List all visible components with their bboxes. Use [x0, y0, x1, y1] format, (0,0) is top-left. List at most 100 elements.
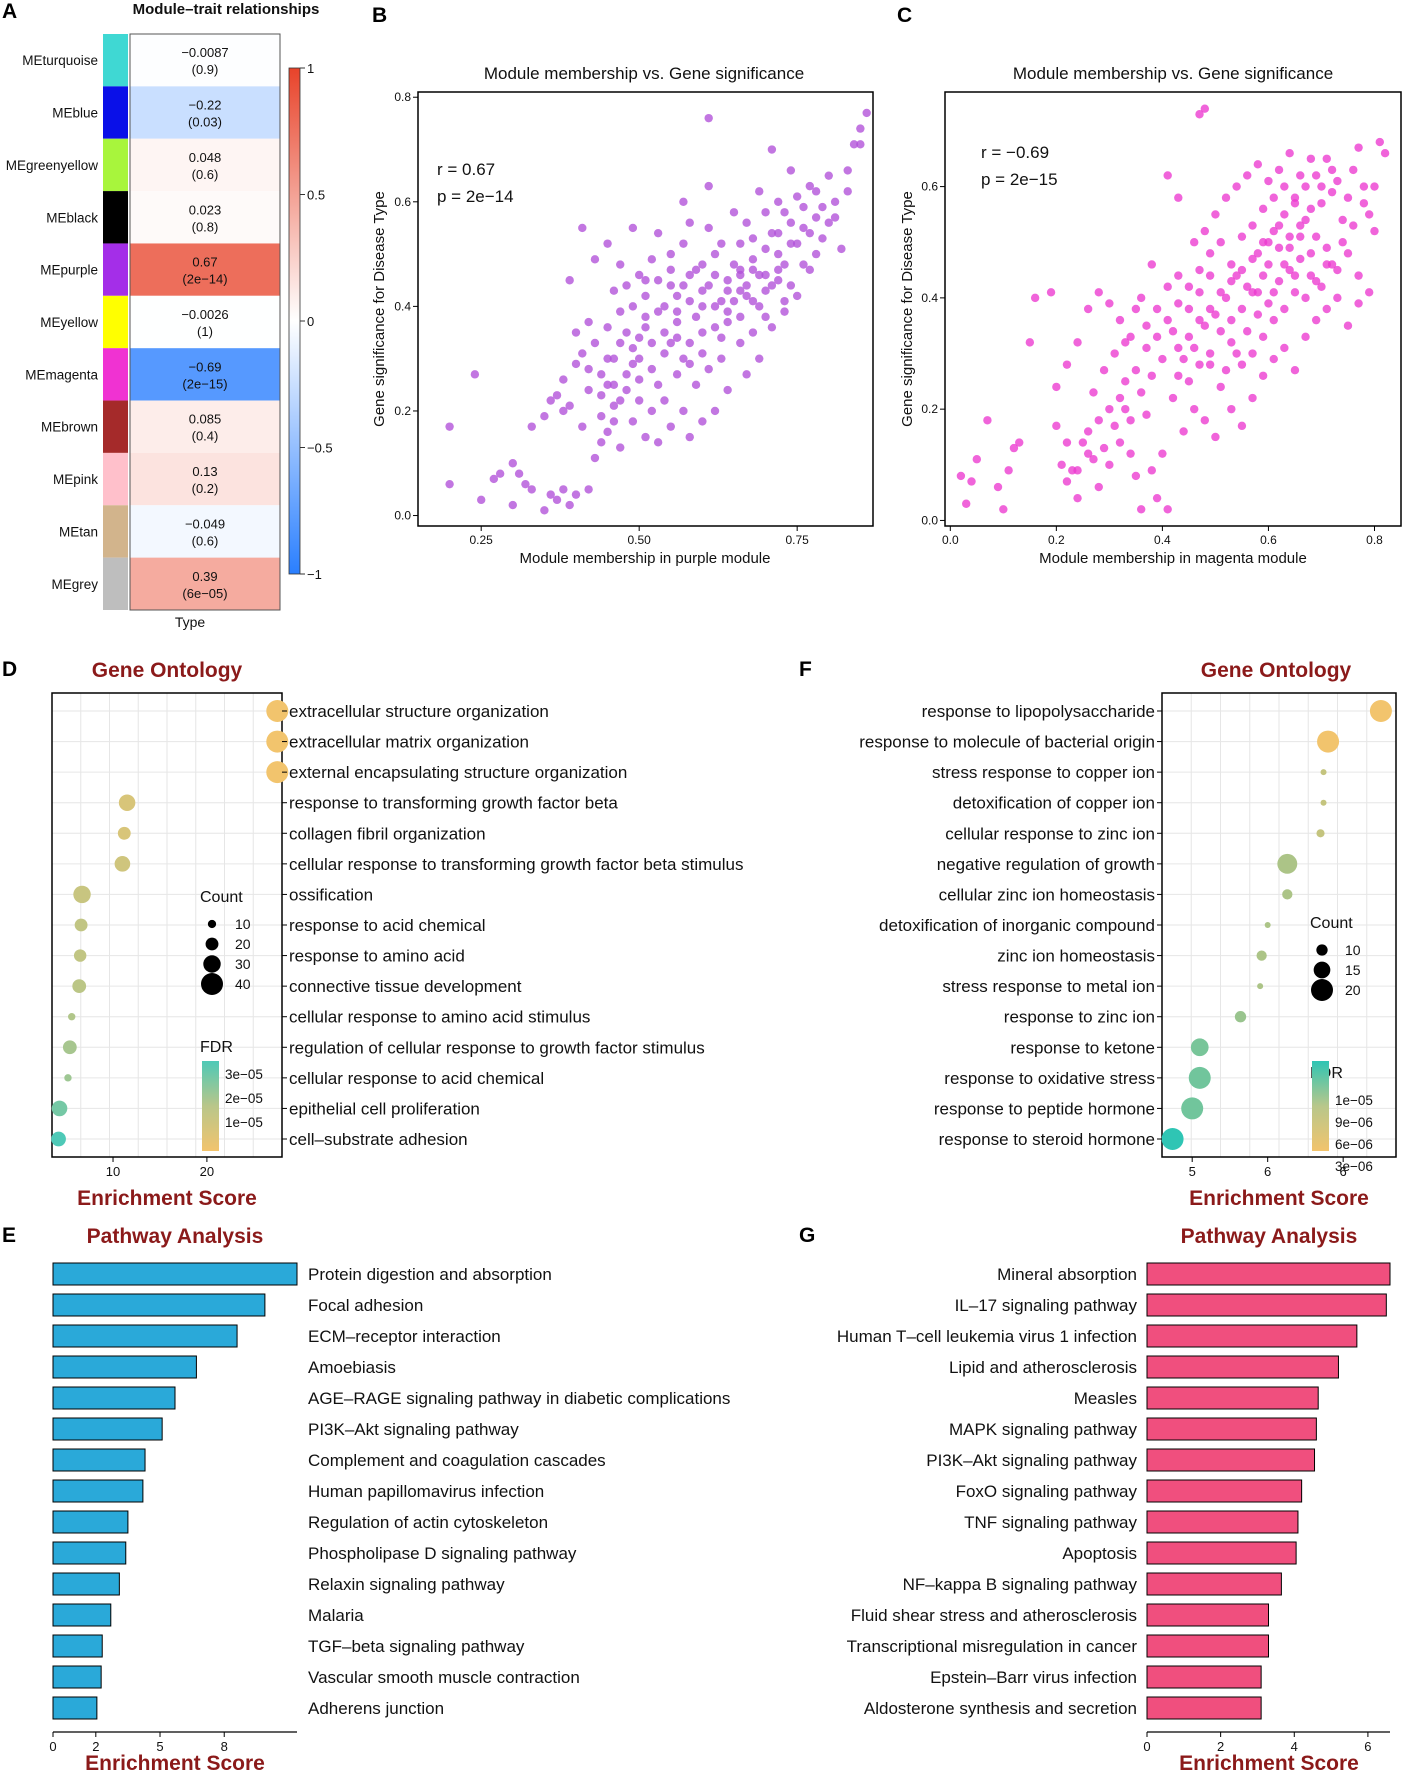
module-color-swatch: [103, 557, 128, 610]
x-tick-label: 0.4: [1154, 533, 1171, 547]
pathway-bar: [1146, 1696, 1262, 1720]
scatter-point: [704, 113, 713, 123]
scatter-point: [1089, 388, 1098, 397]
module-label: MEyellow: [40, 315, 98, 330]
scatter-point: [1174, 193, 1183, 202]
count-legend-label: 40: [235, 976, 251, 992]
scatter-point: [843, 187, 852, 196]
pathway-label: Transcriptional misregulation in cancer: [847, 1637, 1138, 1656]
y-tick-label: 0.0: [394, 509, 411, 523]
scatter-point: [956, 471, 966, 481]
scatter-point: [1174, 343, 1183, 353]
heatmap-cell: [130, 452, 280, 506]
x-tick-label: 10: [106, 1164, 120, 1179]
scatter-point: [685, 270, 694, 280]
scatter-point: [704, 181, 713, 191]
scatter-point: [1248, 288, 1257, 297]
scatter-point: [1274, 221, 1284, 230]
pathway-label: Protein digestion and absorption: [308, 1265, 552, 1284]
module-label: MEbrown: [41, 420, 98, 435]
fdr-legend-label: 1e−05: [225, 1115, 263, 1130]
heatmap-r-value: −0.0026: [181, 307, 228, 322]
scatter-point: [578, 422, 587, 431]
scatter-point: [1232, 182, 1241, 191]
scatter-point: [603, 354, 612, 363]
scatter-point: [565, 276, 574, 285]
heatmap-cell: [130, 348, 280, 401]
x-tick-label: 6: [1364, 1739, 1371, 1754]
scatter-point: [1290, 199, 1300, 208]
scatter-point: [641, 312, 650, 322]
scatter-b-title: Module membership vs. Gene significance: [484, 64, 804, 83]
count-legend-label: 20: [1345, 982, 1361, 998]
count-legend-title: Count: [200, 889, 243, 906]
scatter-point: [755, 354, 764, 363]
scatter-b-frame: [417, 91, 874, 527]
scatter-point: [634, 396, 644, 405]
scatter-point: [767, 145, 777, 154]
scatter-point: [1296, 232, 1305, 241]
go-dot: [266, 730, 289, 753]
heatmap-xlabel: Type: [175, 614, 206, 630]
scatter-point: [805, 228, 815, 238]
scatter-point: [641, 291, 650, 301]
heatmap-title: Module–trait relationships: [133, 1, 320, 18]
scatter-point: [1248, 349, 1257, 358]
scatter-point: [1190, 343, 1199, 353]
scatter-point: [1296, 221, 1305, 230]
scatter-point: [1216, 238, 1225, 247]
module-color-swatch: [103, 138, 128, 192]
scatter-point: [736, 286, 745, 295]
scatter-point: [1147, 466, 1156, 475]
y-tick-label: 0.2: [921, 402, 938, 416]
go-term-label: negative regulation of growth: [937, 855, 1155, 874]
pathway-label: Amoebiasis: [308, 1358, 396, 1377]
x-tick-label: 2: [1217, 1739, 1224, 1754]
count-legend-label: 30: [235, 956, 251, 972]
go-term-label: ossification: [289, 885, 373, 904]
go-dot: [266, 761, 289, 784]
pathway-bar: [1146, 1510, 1299, 1534]
scatter-point: [723, 317, 732, 327]
count-legend-title: Count: [1310, 915, 1353, 932]
scatter-point: [1327, 187, 1337, 197]
scatter-point: [767, 281, 777, 290]
scatter-point: [717, 296, 726, 306]
scatter-point: [755, 187, 764, 196]
scatter-point: [679, 354, 688, 363]
scatter-point: [811, 187, 821, 196]
scatter-point: [1338, 238, 1347, 247]
scatter-point: [1317, 182, 1326, 191]
y-tick-label: 0.6: [394, 195, 411, 209]
heatmap-r-value: 0.023: [189, 202, 222, 217]
scatter-point: [774, 276, 783, 285]
pathway-e-title: Pathway Analysis: [87, 1225, 264, 1248]
scatter-point: [666, 338, 675, 348]
scatter-point: [1184, 332, 1194, 342]
heatmap-cell: [130, 34, 280, 87]
scatter-point: [698, 286, 707, 295]
go-dot: [73, 949, 87, 962]
scatter-point: [685, 218, 694, 227]
heatmap-r-value: −0.049: [185, 516, 225, 531]
scatter-point: [1163, 171, 1172, 180]
go-term-label: response to transforming growth factor b…: [289, 794, 618, 813]
fdr-legend-label: 2e−05: [225, 1091, 263, 1106]
scatter-point: [1205, 304, 1215, 314]
scatter-point: [736, 338, 745, 348]
x-tick-label: 5: [156, 1739, 163, 1754]
scatter-point: [1025, 338, 1035, 347]
scatter-point: [1227, 338, 1236, 347]
heatmap-cell: [130, 295, 280, 349]
heatmap-r-value: 0.39: [192, 569, 217, 584]
heatmap-p-value: (0.6): [192, 167, 219, 182]
scatter-point: [616, 396, 625, 405]
scatter-point: [685, 359, 694, 369]
scatter-point: [1296, 254, 1305, 264]
scatter-point: [1126, 416, 1135, 425]
pathway-bar: [1146, 1634, 1269, 1658]
scatter-point: [1253, 249, 1263, 258]
scatter-point: [1306, 204, 1316, 214]
scatter-point: [1343, 321, 1353, 330]
scatter-point: [609, 354, 619, 363]
